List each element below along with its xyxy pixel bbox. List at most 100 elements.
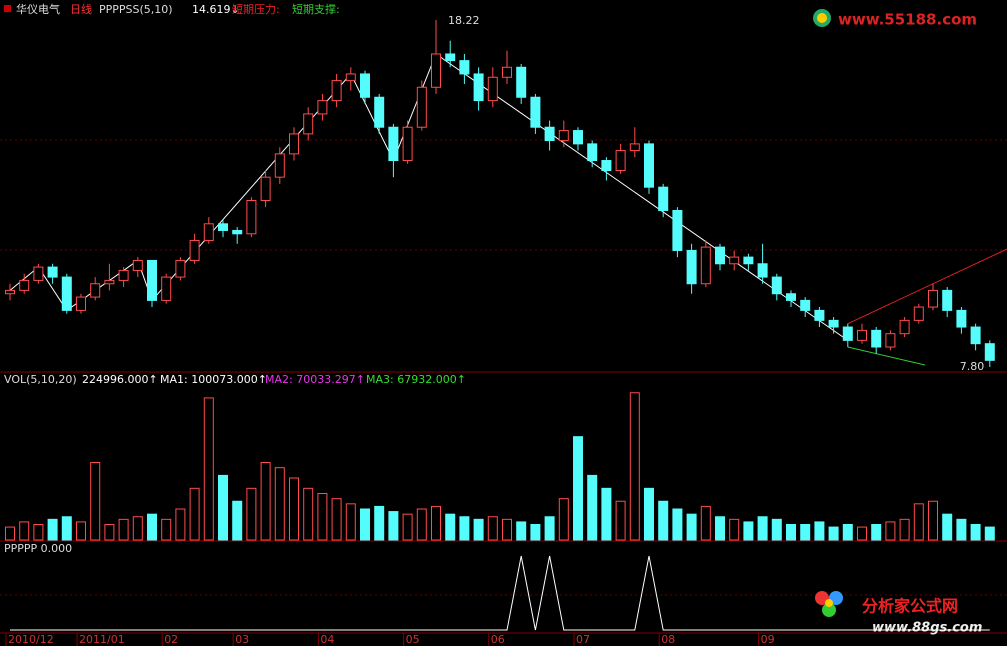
candle-body	[189, 239, 200, 261]
volume-bar	[317, 493, 328, 541]
candle-body	[90, 283, 101, 298]
volume-bar	[5, 526, 15, 541]
volume-bar	[629, 392, 640, 541]
volume-bar	[573, 436, 583, 541]
logo-top	[813, 9, 831, 27]
date-label: 07	[576, 633, 590, 646]
volume-bar	[871, 524, 882, 541]
candle-body	[445, 53, 456, 62]
candle-body	[700, 246, 711, 285]
candle-body	[743, 256, 754, 265]
volume-bar	[984, 526, 995, 541]
candle-body	[175, 259, 186, 278]
volume-bar	[189, 487, 200, 541]
volume-bar	[61, 516, 72, 541]
volume-bar	[402, 513, 413, 541]
candle-body	[487, 76, 498, 102]
candle-body	[431, 53, 441, 88]
volume-bar	[388, 511, 399, 541]
volume-bar	[274, 467, 285, 541]
menu-icon[interactable]	[4, 5, 11, 12]
volume-bar	[459, 516, 470, 541]
candle-body	[473, 73, 484, 102]
candle-body	[587, 143, 598, 162]
volume-bar	[615, 500, 626, 541]
date-label: 2010/12	[8, 633, 54, 646]
candle-body	[715, 246, 725, 265]
site-name: 分析家公式网	[862, 597, 958, 616]
resistance: 短期压力:	[232, 2, 280, 16]
candle-body	[828, 319, 839, 328]
date-label: 04	[320, 633, 334, 646]
volume-bar	[587, 474, 598, 541]
candle-body	[814, 309, 825, 321]
high-label: 18.22	[448, 14, 480, 27]
candle-body	[402, 126, 413, 162]
candle-body	[61, 276, 72, 311]
candle-body	[857, 329, 867, 341]
volume-bar	[715, 516, 725, 541]
candle-body	[246, 199, 257, 235]
candle-body	[984, 343, 995, 361]
volume-bar	[885, 521, 896, 541]
volume-bar	[161, 518, 172, 541]
volume-bar	[331, 498, 342, 541]
volume-bar	[118, 518, 129, 541]
candle-body	[232, 229, 243, 235]
candle-body	[942, 289, 953, 311]
indicator: PPPPSS(5,10)	[99, 3, 173, 16]
candle-body	[76, 296, 86, 311]
candle-body	[871, 329, 882, 348]
volume-bar	[203, 397, 214, 541]
candle-body	[416, 86, 427, 128]
candle-body	[800, 299, 811, 311]
volume-bar	[175, 508, 186, 541]
volume-bar	[786, 524, 796, 541]
volume-bar	[942, 513, 953, 541]
site-url: www.88gs.com	[872, 621, 982, 636]
candle-body	[899, 319, 910, 335]
candle-body	[686, 249, 697, 285]
volume-bar	[800, 524, 811, 541]
volume-bar	[956, 518, 967, 541]
date-label: 05	[406, 633, 420, 646]
candle-body	[601, 160, 612, 172]
volume-bar	[729, 518, 740, 541]
logo-bottom	[815, 591, 843, 617]
candle-body	[658, 186, 669, 211]
date-label: 09	[761, 633, 775, 646]
volume-bar	[47, 518, 58, 541]
candle-body	[956, 309, 967, 328]
volume-bar	[558, 498, 569, 541]
volume-bar	[544, 516, 555, 541]
volume-bar	[814, 521, 825, 541]
candle-body	[218, 223, 228, 231]
candle-body	[558, 130, 569, 142]
candle-body	[33, 266, 44, 281]
vol-ma3: MA3: 67932.000↑	[366, 373, 466, 386]
candle-body	[771, 276, 782, 295]
volume-bar	[374, 505, 385, 541]
candle-body	[544, 126, 555, 142]
candle-body	[842, 326, 853, 341]
candle-body	[317, 100, 328, 115]
volume-bar	[246, 487, 257, 541]
candle-body	[885, 333, 896, 348]
volume-bar	[658, 500, 669, 541]
resistance-line	[847, 248, 1007, 325]
low-label: 7.80	[960, 360, 985, 373]
vol-ma1: MA1: 100073.000↑	[160, 373, 267, 386]
volume-bar	[147, 513, 157, 541]
volume-bar	[899, 518, 910, 541]
volume-bar	[913, 503, 924, 541]
date-label: 08	[661, 633, 675, 646]
volume-bar	[928, 500, 938, 541]
date-label: 02	[164, 633, 178, 646]
candle-body	[913, 306, 924, 321]
volume-bar	[842, 524, 853, 541]
period: 日线	[70, 2, 92, 16]
candle-body	[274, 153, 285, 178]
volume-bar	[90, 462, 101, 541]
candle-body	[928, 289, 938, 308]
